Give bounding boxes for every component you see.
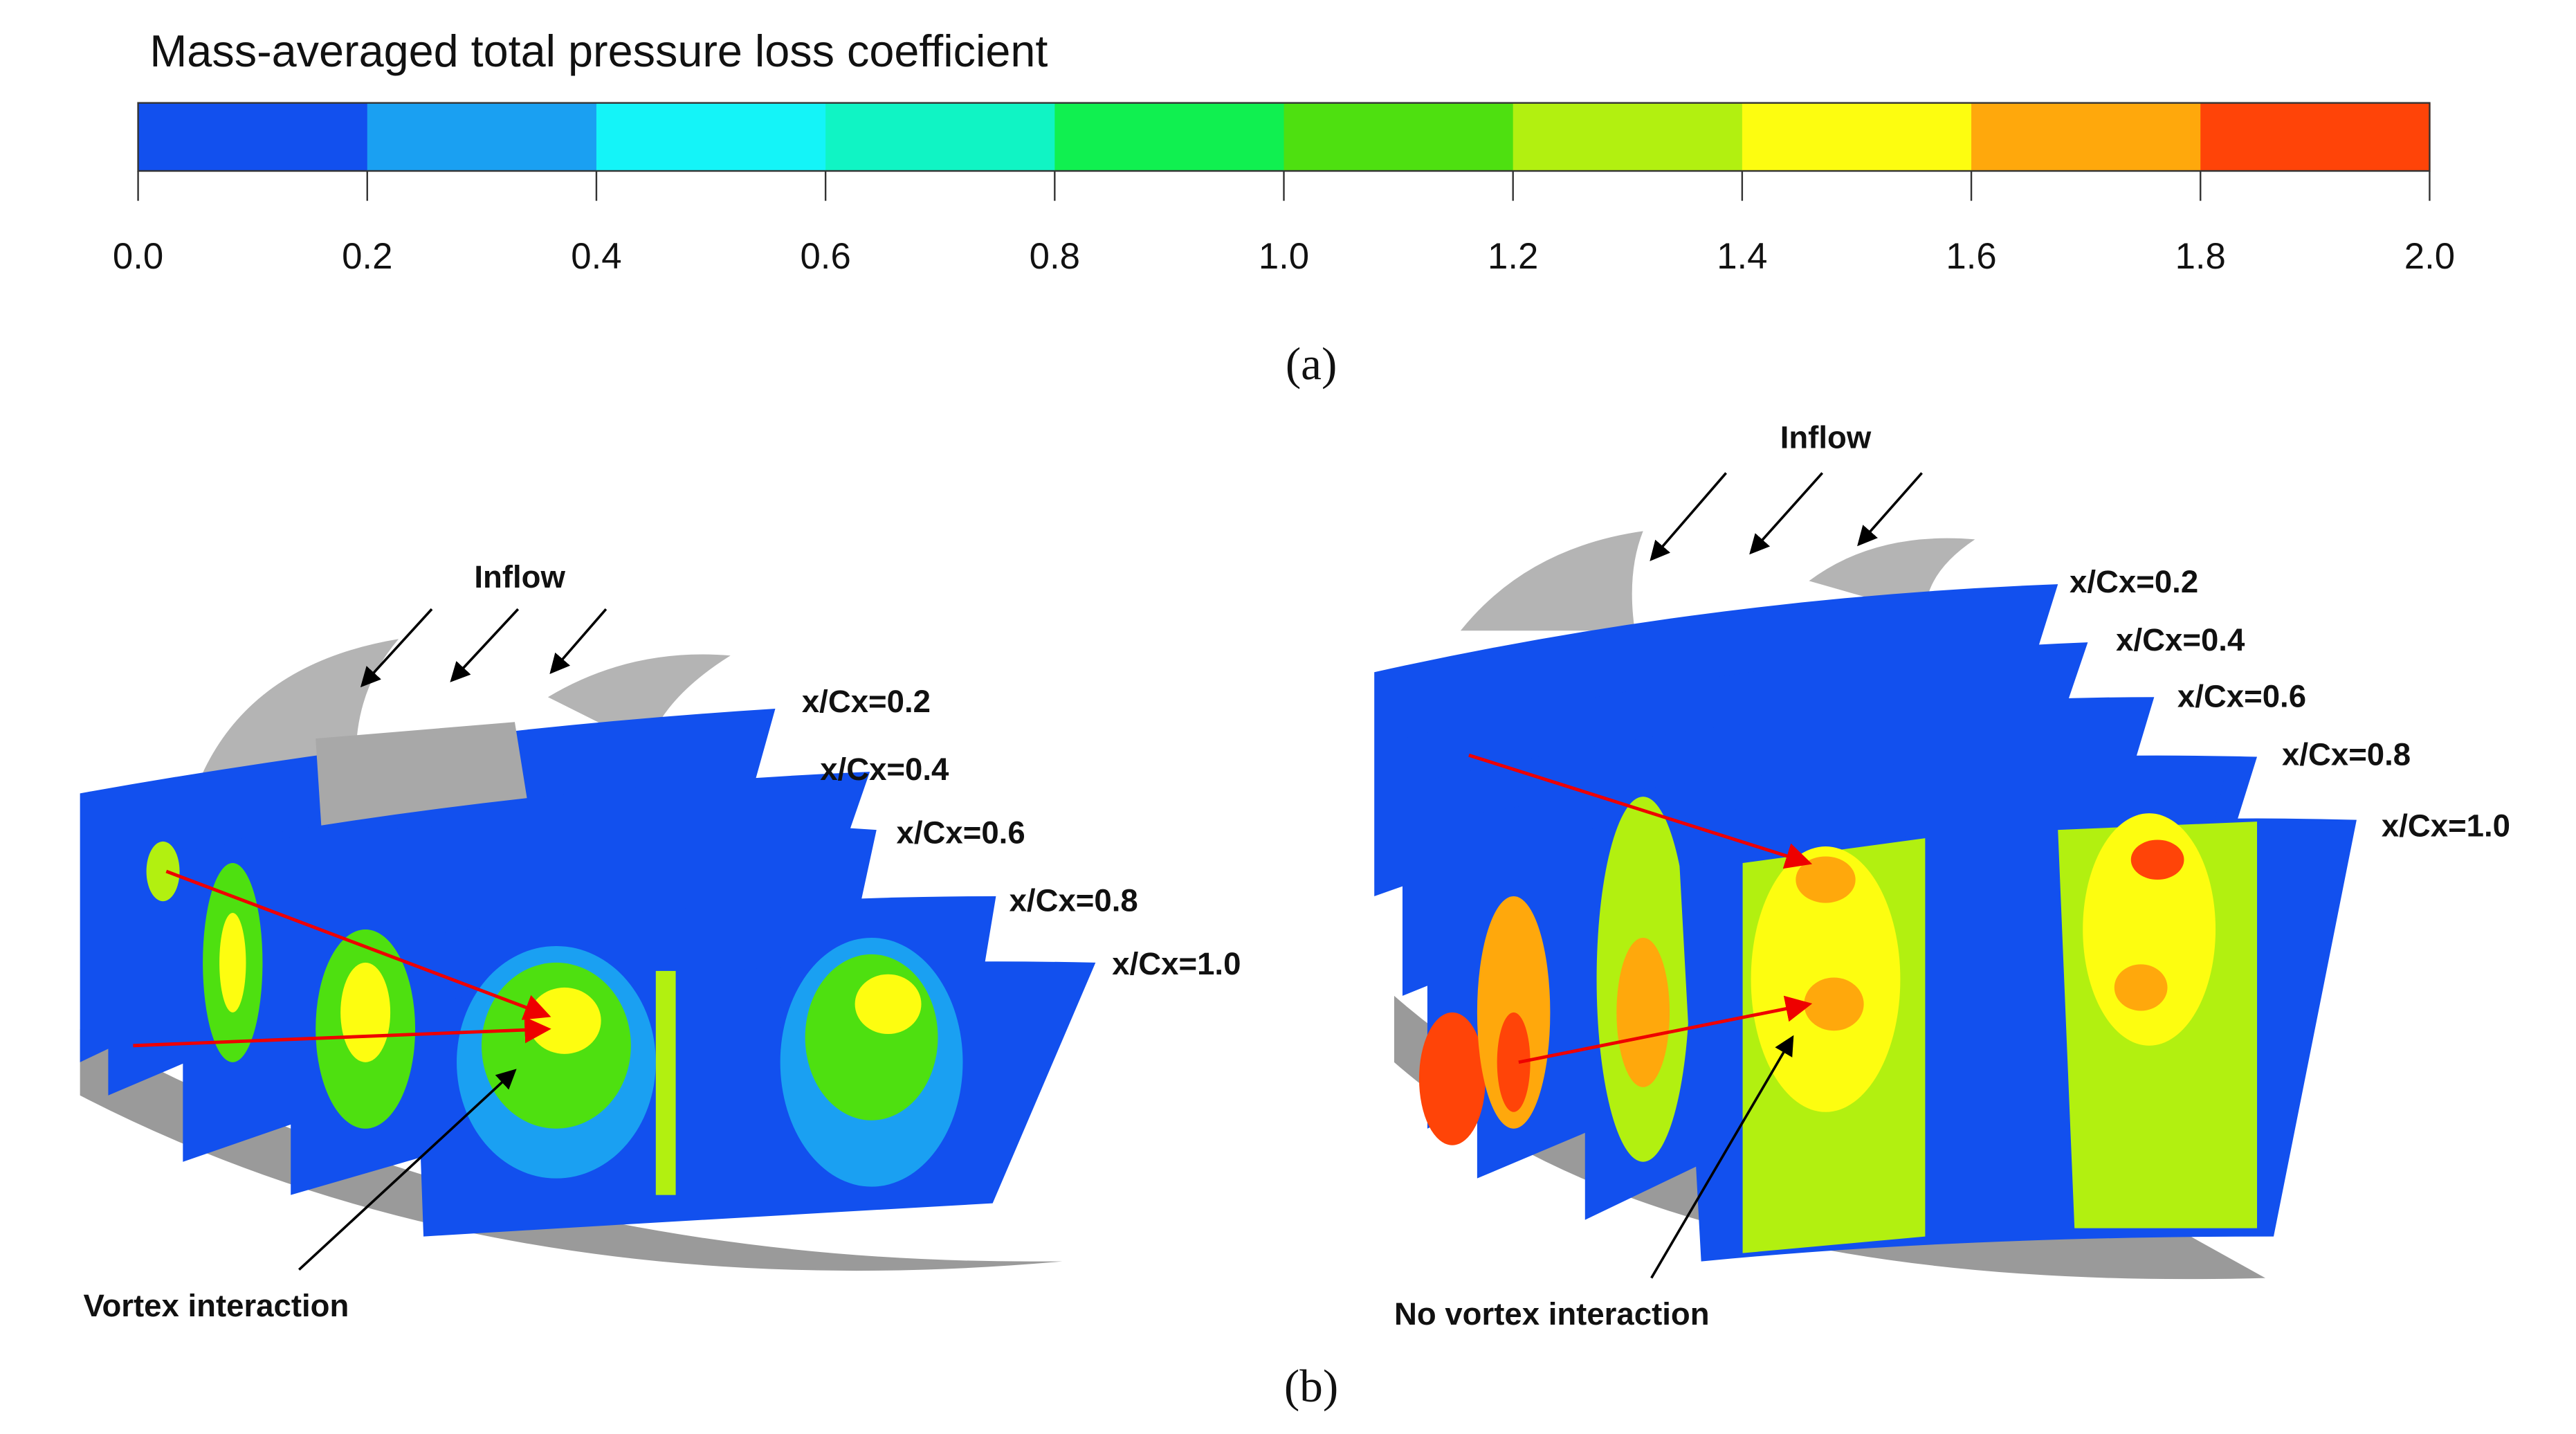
plane-label: x/Cx=0.8 bbox=[2282, 737, 2411, 772]
tick-label: 0.6 bbox=[800, 236, 850, 277]
tick-label: 0.2 bbox=[342, 236, 392, 277]
colorbar-band bbox=[138, 102, 368, 172]
colorbar-band bbox=[1284, 102, 1514, 172]
colorbar-band bbox=[2200, 102, 2431, 172]
panel-label: (b) bbox=[1284, 1360, 1338, 1412]
tick-label: 1.4 bbox=[1717, 236, 1767, 277]
left-view bbox=[80, 608, 1096, 1271]
plane-label: x/Cx=1.0 bbox=[1112, 946, 1241, 981]
plane-label: x/Cx=0.2 bbox=[802, 684, 931, 719]
tick-label: 1.8 bbox=[2175, 236, 2226, 277]
tick-label: 1.6 bbox=[1946, 236, 1996, 277]
colorbar-band bbox=[596, 102, 827, 172]
tick-label: 0.8 bbox=[1030, 236, 1080, 277]
inflow-label: Inflow bbox=[1780, 420, 1872, 455]
colorbar-band bbox=[1742, 102, 1973, 172]
colorbar-title: Mass-averaged total pressure loss coeffi… bbox=[149, 26, 1048, 76]
tick-label: 2.0 bbox=[2404, 236, 2455, 277]
plane-label: x/Cx=0.4 bbox=[820, 752, 949, 787]
colorbar-band bbox=[367, 102, 598, 172]
plane-label: x/Cx=0.4 bbox=[2116, 622, 2245, 657]
right-view bbox=[1374, 472, 2357, 1280]
colorbar-band bbox=[1971, 102, 2202, 172]
colorbar: 0.0 0.2 0.4 0.6 0.8 1.0 1.2 1.4 1.6 1.8 2.0 bbox=[113, 102, 2455, 277]
tick-label: 1.0 bbox=[1259, 236, 1309, 277]
plane-label: x/Cx=0.6 bbox=[2177, 679, 2306, 714]
tick-label: 1.2 bbox=[1488, 236, 1538, 277]
plane-label: x/Cx=0.6 bbox=[897, 815, 1025, 850]
colorbar-band bbox=[825, 102, 1056, 172]
annotations: Inflow Vortex interaction Inflow No vort… bbox=[83, 420, 2510, 1413]
annotation: Vortex interaction bbox=[83, 1288, 349, 1323]
panel-label: (a) bbox=[1286, 338, 1337, 390]
plane-label: x/Cx=0.2 bbox=[2070, 564, 2198, 599]
inflow-label: Inflow bbox=[474, 559, 565, 595]
tick-label: 0.4 bbox=[571, 236, 621, 277]
tick-label: 0.0 bbox=[113, 236, 163, 277]
plane-label: x/Cx=0.8 bbox=[1010, 883, 1138, 918]
colorbar-band bbox=[1513, 102, 1744, 172]
colorbar-band bbox=[1054, 102, 1285, 172]
plane-label: x/Cx=1.0 bbox=[2382, 808, 2510, 844]
annotation: No vortex interaction bbox=[1394, 1296, 1710, 1332]
